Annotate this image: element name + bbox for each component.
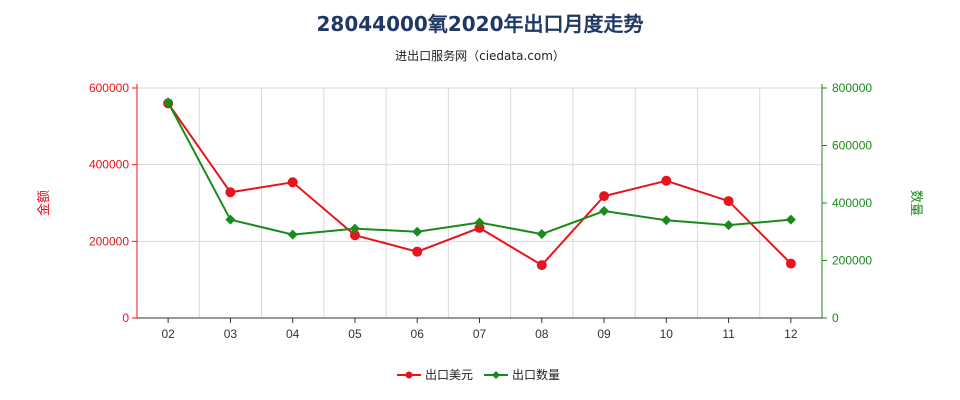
data-point-qty [349,223,360,234]
data-point-qty [287,229,298,240]
x-tick-label: 06 [411,327,425,341]
data-point-qty [225,214,236,225]
axes: 0 200000 400000 600000 金额 0 200000 400000 600000… [36,81,923,341]
data-point-qty [723,220,734,231]
left-axis-label: 金额 [36,190,52,216]
left-tick-label: 200000 [89,234,129,248]
data-point-usd [536,260,547,271]
legend-item-usd: 出口美元 [397,368,473,382]
data-point-qty [412,226,423,237]
x-tick-label: 02 [161,327,175,341]
data-point-qty [163,97,174,108]
legend: 出口美元 出口数量 [397,367,560,382]
data-point-qty [536,229,547,240]
x-tick-label: 08 [535,327,549,341]
left-tick-label: 400000 [89,158,129,172]
data-point-qty [599,206,610,217]
data-point-qty [661,215,672,226]
data-point-usd [661,175,672,186]
grid-lines [137,87,823,318]
data-point-qty [474,217,485,228]
data-point-usd [349,230,360,241]
right-tick-label: 800000 [832,81,872,95]
legend-item-qty: 出口数量 [484,367,560,382]
right-tick-label: 400000 [832,196,872,210]
legend-marker [405,371,413,379]
data-point-usd [599,191,610,202]
x-tick-label: 12 [784,327,798,341]
chart-subtitle: 进出口服务网（ciedata.com） [395,49,565,63]
data-point-usd [723,196,734,207]
right-tick-label: 0 [832,311,839,325]
chart-title: 28044000氧2020年出口月度走势 [316,12,644,36]
x-tick-label: 04 [286,327,300,341]
left-tick-label: 0 [122,311,129,325]
series-lines [163,97,796,271]
x-tick-label: 09 [597,327,611,341]
data-point-usd [287,177,298,188]
x-tick-label: 11 [722,327,735,341]
right-tick-label: 600000 [832,139,872,153]
data-point-usd [412,246,423,257]
data-point-qty [785,214,796,225]
x-tick-label: 05 [348,327,362,341]
legend-marker [492,371,500,379]
right-tick-label: 200000 [832,254,872,268]
data-point-usd [785,258,796,269]
right-axis-label: 数量 [908,190,923,216]
data-point-usd [225,187,236,198]
x-tick-label: 10 [660,327,674,341]
data-point-usd [474,222,485,233]
left-tick-label: 600000 [89,81,129,95]
legend-label: 出口数量 [512,367,560,382]
x-tick-label: 03 [224,327,238,341]
x-tick-label: 07 [473,327,487,341]
legend-label: 出口美元 [425,368,473,382]
